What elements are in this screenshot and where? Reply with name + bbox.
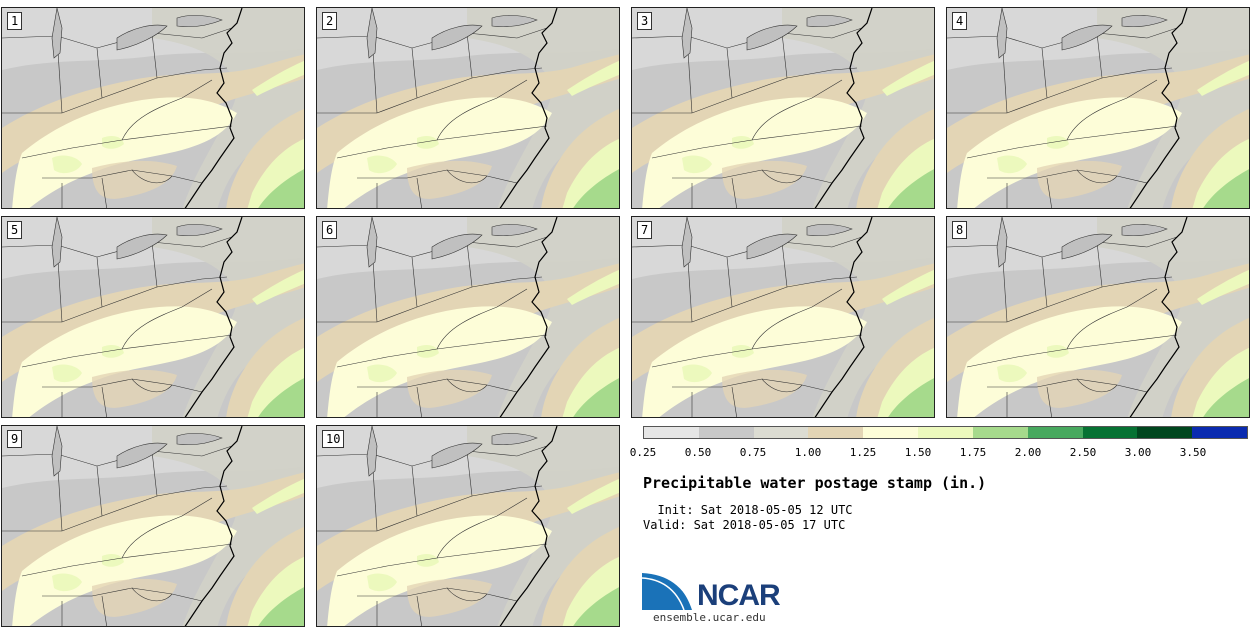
precipitable-water-map [947, 217, 1249, 417]
precipitable-water-colorbar [643, 426, 1248, 439]
precipitable-water-map [632, 217, 934, 417]
member-panel: 1 [1, 7, 305, 209]
member-panel: 8 [946, 216, 1250, 418]
colorbar-tick-label: 1.75 [959, 446, 987, 459]
precipitable-water-map [2, 8, 304, 208]
member-panel: 4 [946, 7, 1250, 209]
member-number-label: 1 [7, 12, 23, 30]
member-number-label: 2 [322, 12, 338, 30]
colorbar-tick-label: 2.00 [1014, 446, 1042, 459]
colorbar-tick-label: 1.00 [794, 446, 822, 459]
precipitable-water-map [317, 426, 619, 626]
precipitable-water-map [317, 217, 619, 417]
member-panel: 9 [1, 425, 305, 627]
colorbar-segment [918, 427, 973, 438]
colorbar-tick-label: 1.50 [904, 446, 932, 459]
precipitable-water-map [2, 217, 304, 417]
precipitable-water-map [317, 8, 619, 208]
member-number-label: 4 [952, 12, 968, 30]
member-panel: 7 [631, 216, 935, 418]
colorbar-segment [1082, 427, 1138, 438]
colorbar-tick-label: 3.50 [1179, 446, 1207, 459]
member-panel: 2 [316, 7, 620, 209]
member-number-label: 7 [637, 221, 653, 239]
ncar-logo-icon [642, 571, 695, 611]
member-panel: 6 [316, 216, 620, 418]
init-time: Init: Sat 2018-05-05 12 UTC [643, 503, 853, 517]
member-number-label: 9 [7, 430, 23, 448]
colorbar-segment [808, 427, 864, 438]
colorbar-segment [753, 427, 809, 438]
colorbar-tick-label: 2.50 [1069, 446, 1097, 459]
colorbar-segment [1027, 427, 1083, 438]
member-number-label: 6 [322, 221, 338, 239]
colorbar-segment [863, 427, 919, 438]
ncar-logo-text: NCAR [697, 579, 781, 612]
colorbar-segment [1192, 427, 1247, 438]
colorbar-tick-label: 3.00 [1124, 446, 1152, 459]
colorbar-tick-label: 0.75 [739, 446, 767, 459]
chart-title: Precipitable water postage stamp (in.) [643, 474, 987, 492]
member-panel: 10 [316, 425, 620, 627]
member-number-label: 3 [637, 12, 653, 30]
colorbar-segment [1137, 427, 1193, 438]
member-number-label: 10 [322, 430, 345, 448]
colorbar-segment [698, 427, 754, 438]
precipitable-water-map [947, 8, 1249, 208]
precipitable-water-map [2, 426, 304, 626]
colorbar-tick-label: 0.50 [684, 446, 712, 459]
member-number-label: 8 [952, 221, 968, 239]
member-number-label: 5 [7, 221, 23, 239]
colorbar-segment [644, 427, 699, 438]
valid-time: Valid: Sat 2018-05-05 17 UTC [643, 518, 846, 532]
colorbar-tick-label: 0.25 [629, 446, 657, 459]
precipitable-water-map [632, 8, 934, 208]
colorbar-segment [972, 427, 1028, 438]
colorbar-tick-label: 1.25 [849, 446, 877, 459]
member-panel: 5 [1, 216, 305, 418]
member-panel: 3 [631, 7, 935, 209]
ensemble-url: ensemble.ucar.edu [653, 611, 766, 624]
